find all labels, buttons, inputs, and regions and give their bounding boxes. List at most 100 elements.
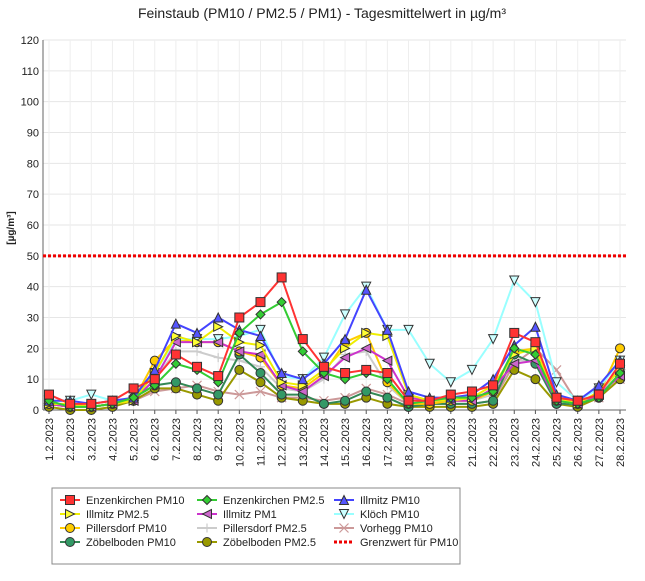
x-tick-label: 18.2.2023 (404, 418, 416, 467)
x-tick-label: 27.2.2023 (594, 418, 606, 467)
x-tick-label: 14.2.2023 (319, 418, 331, 467)
data-point (339, 333, 351, 345)
data-point (255, 330, 266, 341)
x-tick-label: 17.2.2023 (382, 418, 394, 467)
data-point (234, 327, 245, 339)
data-point (170, 349, 181, 360)
legend-item: Pillersdorf PM2.5 (197, 523, 307, 535)
data-point (192, 383, 203, 394)
data-point (445, 377, 457, 388)
data-point (551, 392, 562, 403)
y-tick-label: 90 (27, 128, 39, 140)
legend-label: Illmitz PM10 (360, 495, 420, 507)
legend-item: Illmitz PM2.5 (60, 508, 149, 521)
data-point (466, 364, 478, 376)
data-point (276, 367, 287, 378)
x-tick-label: 19.2.2023 (425, 418, 437, 467)
data-point (340, 395, 351, 406)
legend-marker (338, 509, 350, 520)
data-point (170, 318, 182, 329)
data-point (213, 371, 224, 382)
legend-marker (338, 494, 350, 505)
x-tick-label: 20.2.2023 (446, 418, 458, 467)
data-point (276, 376, 288, 388)
data-point (614, 367, 626, 379)
legend-marker (202, 523, 212, 533)
data-point (276, 389, 287, 400)
y-tick-label: 0 (33, 405, 39, 417)
x-tick-label: 28.2.2023 (615, 418, 627, 467)
data-point (508, 275, 520, 287)
y-tick-label: 50 (27, 251, 39, 263)
x-tick-label: 16.2.2023 (361, 418, 373, 467)
legend-label: Klöch PM10 (360, 509, 419, 521)
data-point (192, 336, 203, 348)
legend-item: Illmitz PM1 (197, 508, 277, 521)
data-point (340, 368, 351, 378)
data-point (318, 352, 330, 364)
data-point (191, 327, 203, 338)
legend-marker (65, 523, 75, 533)
legend-item: Zöbelboden PM10 (60, 537, 176, 549)
data-point (255, 324, 266, 336)
chart-title: Feinstaub (PM10 / PM2.5 / PM1) - Tagesmi… (138, 5, 506, 21)
legend-item: Vorhegg PM10 (334, 523, 433, 535)
data-point (276, 296, 287, 308)
data-point (530, 337, 541, 348)
data-point (509, 343, 520, 354)
legend-marker (65, 508, 76, 520)
data-point (530, 321, 541, 332)
data-point (445, 389, 456, 400)
y-tick-label: 120 (21, 35, 39, 47)
data-point (212, 336, 224, 348)
legend-label: Enzenkirchen PM2.5 (223, 495, 325, 507)
series-line (48, 275, 621, 405)
data-point (488, 380, 499, 391)
data-point (297, 334, 308, 345)
data-point (297, 346, 308, 357)
x-tick-label: 1.2.2023 (44, 418, 56, 461)
data-point (44, 389, 54, 400)
y-axis-label: [µg/m³] (6, 211, 17, 245)
axis-layer: 0 10 20 30 40 50 60 70 80 90 100 110 120 1.2.2023 2.2.… (21, 35, 627, 467)
data-point (255, 297, 266, 308)
x-tick-label: 5.2.2023 (129, 418, 141, 461)
data-point (192, 346, 202, 356)
series-line (48, 300, 621, 408)
x-tick-label: 13.2.2023 (298, 418, 310, 467)
data-point (234, 364, 245, 375)
data-point (509, 327, 520, 338)
data-point (86, 398, 97, 409)
data-point (339, 309, 351, 321)
y-tick-label: 110 (21, 66, 39, 78)
data-point (615, 358, 625, 369)
legend-item: Enzenkirchen PM2.5 (197, 494, 325, 507)
legend-marker (202, 537, 212, 547)
y-tick-label: 30 (27, 313, 39, 325)
data-point (65, 398, 76, 409)
y-tick-label: 40 (27, 282, 39, 294)
data-point (593, 389, 604, 400)
data-point (149, 374, 160, 385)
x-tick-label: 8.2.2023 (192, 418, 204, 461)
data-point (255, 368, 266, 378)
x-tick-label: 24.2.2023 (530, 418, 542, 467)
data-point (361, 327, 372, 339)
legend-marker (65, 537, 75, 547)
legend-item: Pillersdorf PM10 (60, 523, 167, 535)
x-tick-label: 21.2.2023 (467, 418, 479, 467)
legend-label: Grenzwert für PM10 (360, 537, 458, 549)
legend-box (51, 487, 461, 565)
series-line (48, 347, 621, 408)
x-tick-label: 11.2.2023 (255, 418, 267, 466)
data-point (255, 309, 266, 320)
series-line (48, 341, 621, 408)
data-point (488, 395, 499, 406)
data-point (382, 324, 393, 335)
data-point (360, 284, 372, 295)
data-point (318, 398, 329, 409)
data-point (530, 349, 541, 360)
data-point (255, 386, 266, 397)
x-tick-label: 22.2.2023 (488, 418, 500, 467)
